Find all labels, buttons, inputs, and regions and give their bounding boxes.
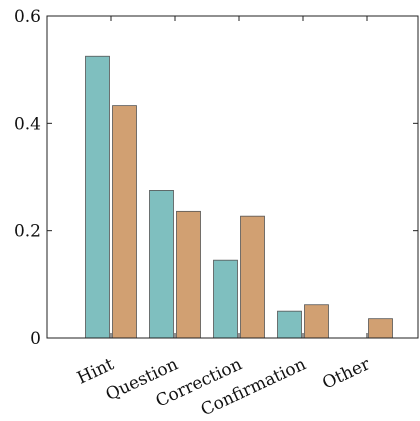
y-tick-label: 0.2: [14, 222, 41, 242]
bar-hint-series-1: [85, 55, 110, 339]
y-tick-label: 0: [30, 329, 41, 349]
y-tick-label: 0.6: [14, 7, 41, 27]
bar-hint-series-2: [112, 105, 137, 339]
x-tick-label-other: Other: [319, 354, 373, 394]
bars-group: [85, 55, 393, 339]
bar-confirmation-series-2: [304, 304, 329, 339]
plot-frame: [46, 15, 419, 339]
bar-correction-series-1: [213, 259, 238, 339]
bar-other-series-2: [368, 318, 393, 339]
bar-question-series-2: [176, 210, 201, 339]
axis-ticks: [47, 15, 418, 339]
y-tick-label: 0.4: [14, 114, 41, 134]
bar-question-series-1: [149, 190, 174, 339]
bar-correction-series-2: [240, 215, 265, 339]
bar-confirmation-series-1: [277, 310, 302, 339]
